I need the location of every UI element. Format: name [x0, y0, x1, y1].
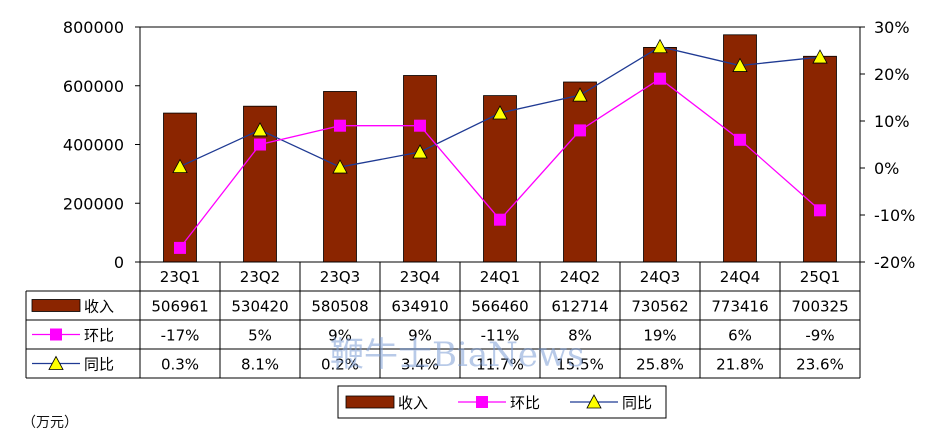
bar [163, 112, 197, 263]
table-cell: 530420 [231, 298, 288, 316]
y2-tick-label: 10% [874, 112, 910, 131]
x-category-label: 25Q1 [800, 268, 840, 286]
huanbi-point [174, 241, 186, 254]
huanbi-point [494, 213, 506, 226]
bar [483, 95, 517, 263]
table-cell: 6% [728, 327, 752, 345]
legend-key-marker [476, 396, 488, 408]
table-key-bar [31, 299, 81, 312]
legend-key-marker [586, 394, 602, 409]
bar [723, 34, 757, 263]
table-cell: 23.6% [796, 356, 844, 374]
x-category-label: 23Q2 [240, 268, 280, 286]
tongbi-point [812, 49, 828, 64]
table-cell: 0.3% [161, 356, 199, 374]
table-cell: 506961 [151, 298, 208, 316]
table-cell: -9% [805, 327, 834, 345]
y2-tick-label: 0% [874, 159, 899, 178]
huanbi-point [814, 204, 826, 217]
table-cell: 21.8% [716, 356, 764, 374]
huanbi-point [334, 119, 346, 132]
huanbi-point [254, 138, 266, 151]
table-key-marker [48, 355, 64, 370]
table-cell: 700325 [791, 298, 848, 316]
table-cell: 9% [328, 327, 352, 345]
y2-tick-label: 30% [874, 18, 910, 37]
table-row-label: 同比 [84, 356, 114, 374]
table-cell: 9% [408, 327, 432, 345]
table-cell: 15.5% [556, 356, 604, 374]
x-category-label: 24Q2 [560, 268, 600, 286]
legend-label: 环比 [510, 394, 540, 412]
table-key-marker [50, 328, 62, 341]
unit-label: （万元） [22, 415, 78, 431]
huanbi-point [734, 133, 746, 146]
table-cell: 8% [568, 327, 592, 345]
table-cell: 5% [248, 327, 272, 345]
x-category-label: 24Q3 [640, 268, 680, 286]
legend-label: 同比 [622, 394, 652, 412]
x-category-label: 24Q4 [720, 268, 760, 286]
table-cell: 11.7% [476, 356, 524, 374]
legend-key-bar [345, 395, 395, 409]
table-cell: 25.8% [636, 356, 684, 374]
y2-tick-label: 20% [874, 65, 910, 84]
legend-label: 收入 [398, 394, 428, 412]
table-cell: 773416 [711, 298, 768, 316]
watermark: 鞭牛士BiaNews [330, 335, 585, 375]
y-tick-label: 400000 [63, 136, 124, 155]
tongbi-point [652, 38, 668, 54]
table-row-label: 收入 [84, 298, 114, 316]
y-tick-label: 800000 [63, 18, 124, 37]
tongbi-point [332, 159, 348, 174]
tongbi-point [252, 122, 268, 137]
x-category-label: 23Q3 [320, 268, 360, 286]
table-cell: 3.4% [401, 356, 439, 374]
tongbi-point [572, 87, 588, 102]
table-row-label: 环比 [84, 327, 114, 345]
table-cell: 730562 [631, 298, 688, 316]
y-tick-label: 200000 [63, 194, 124, 213]
table-cell: 580508 [311, 298, 368, 316]
tongbi-point [732, 57, 748, 72]
table-cell: 19% [643, 327, 676, 345]
table-cell: 612714 [551, 298, 608, 316]
bar [563, 81, 597, 263]
table-cell: 566460 [471, 298, 528, 316]
tongbi-point [492, 105, 508, 120]
table-cell: 634910 [391, 298, 448, 316]
y-tick-label: 600000 [63, 77, 124, 96]
y-tick-label: 0 [114, 253, 124, 272]
table-cell: 8.1% [241, 356, 279, 374]
tongbi-point [412, 144, 428, 159]
huanbi-point [654, 72, 666, 85]
table-cell: 0.2% [321, 356, 359, 374]
tongbi-point [172, 158, 188, 173]
table-cell: -17% [161, 327, 200, 345]
x-category-label: 23Q1 [160, 268, 200, 286]
bar [803, 55, 837, 263]
y2-tick-label: -10% [874, 206, 915, 225]
huanbi-point [414, 119, 426, 132]
bar [323, 91, 357, 263]
x-category-label: 23Q4 [400, 268, 440, 286]
y2-tick-label: -20% [874, 253, 915, 272]
x-category-label: 24Q1 [480, 268, 520, 286]
bar [403, 75, 437, 263]
table-cell: -11% [481, 327, 520, 345]
huanbi-point [574, 124, 586, 137]
